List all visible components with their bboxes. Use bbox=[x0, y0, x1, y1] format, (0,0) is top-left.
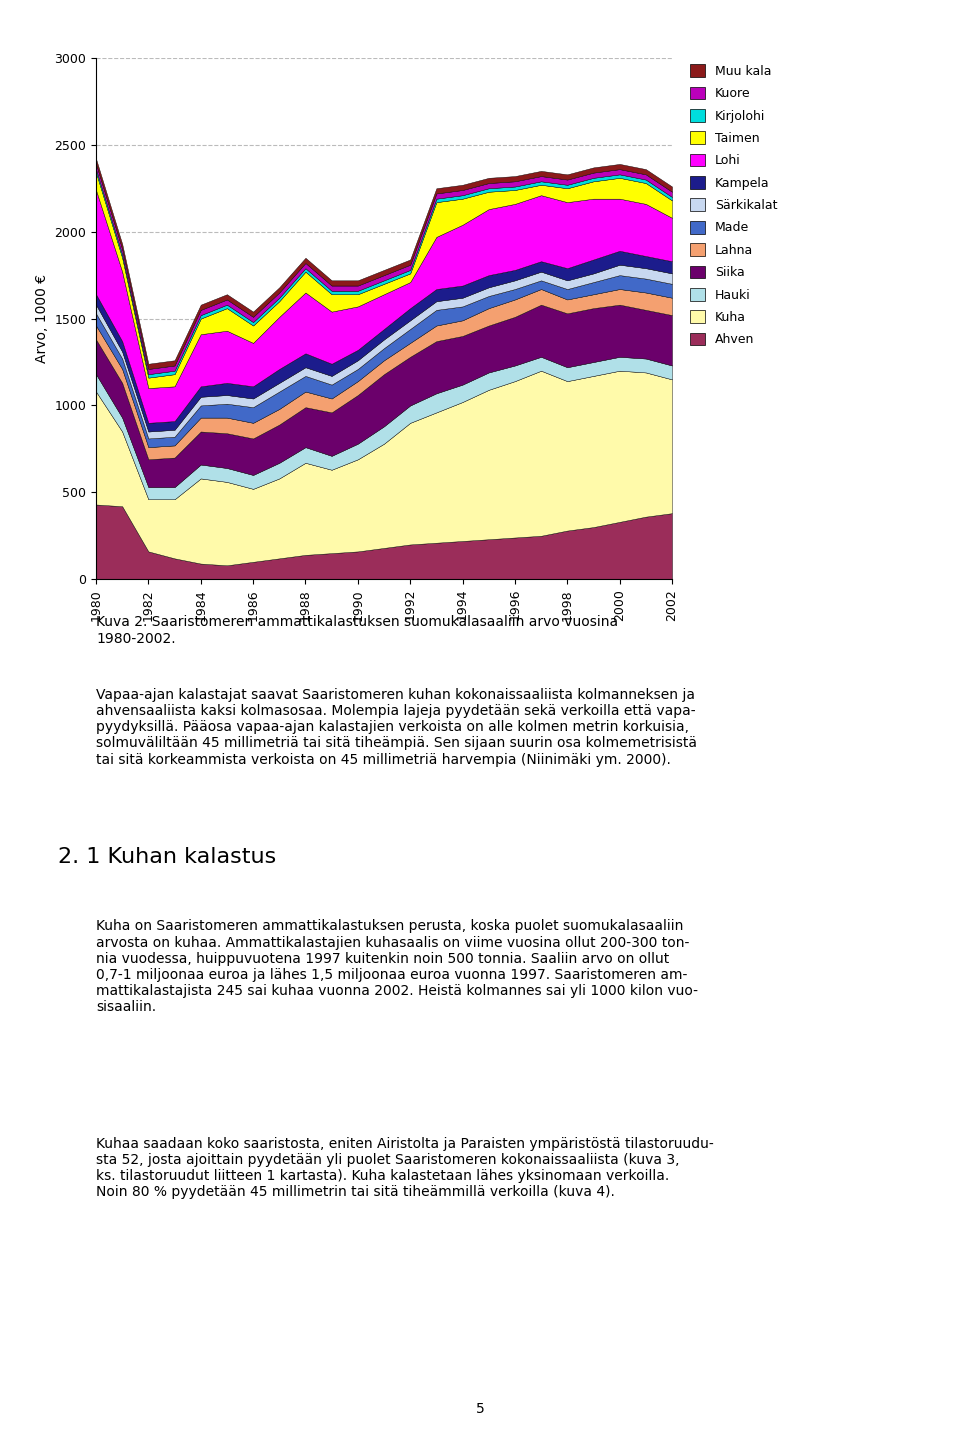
Text: Kuha on Saaristomeren ammattikalastuksen perusta, koska puolet suomukalasaaliin
: Kuha on Saaristomeren ammattikalastuksen… bbox=[96, 919, 698, 1015]
Legend: Muu kala, Kuore, Kirjolohi, Taimen, Lohi, Kampela, Särkikalat, Made, Lahna, Siik: Muu kala, Kuore, Kirjolohi, Taimen, Lohi… bbox=[690, 64, 778, 346]
Text: Kuva 2. Saaristomeren ammattikalastuksen suomukalasaaliin arvo vuosina
1980-2002: Kuva 2. Saaristomeren ammattikalastuksen… bbox=[96, 615, 618, 646]
Text: Kuhaa saadaan koko saaristosta, eniten Airistolta ja Paraisten ympäristöstä tila: Kuhaa saadaan koko saaristosta, eniten A… bbox=[96, 1137, 713, 1199]
Y-axis label: Arvo, 1000 €: Arvo, 1000 € bbox=[35, 274, 49, 363]
Text: 5: 5 bbox=[475, 1402, 485, 1416]
Text: 2. 1 Kuhan kalastus: 2. 1 Kuhan kalastus bbox=[58, 847, 276, 867]
Text: Vapaa-ajan kalastajat saavat Saaristomeren kuhan kokonaissaaliista kolmanneksen : Vapaa-ajan kalastajat saavat Saaristomer… bbox=[96, 688, 697, 766]
